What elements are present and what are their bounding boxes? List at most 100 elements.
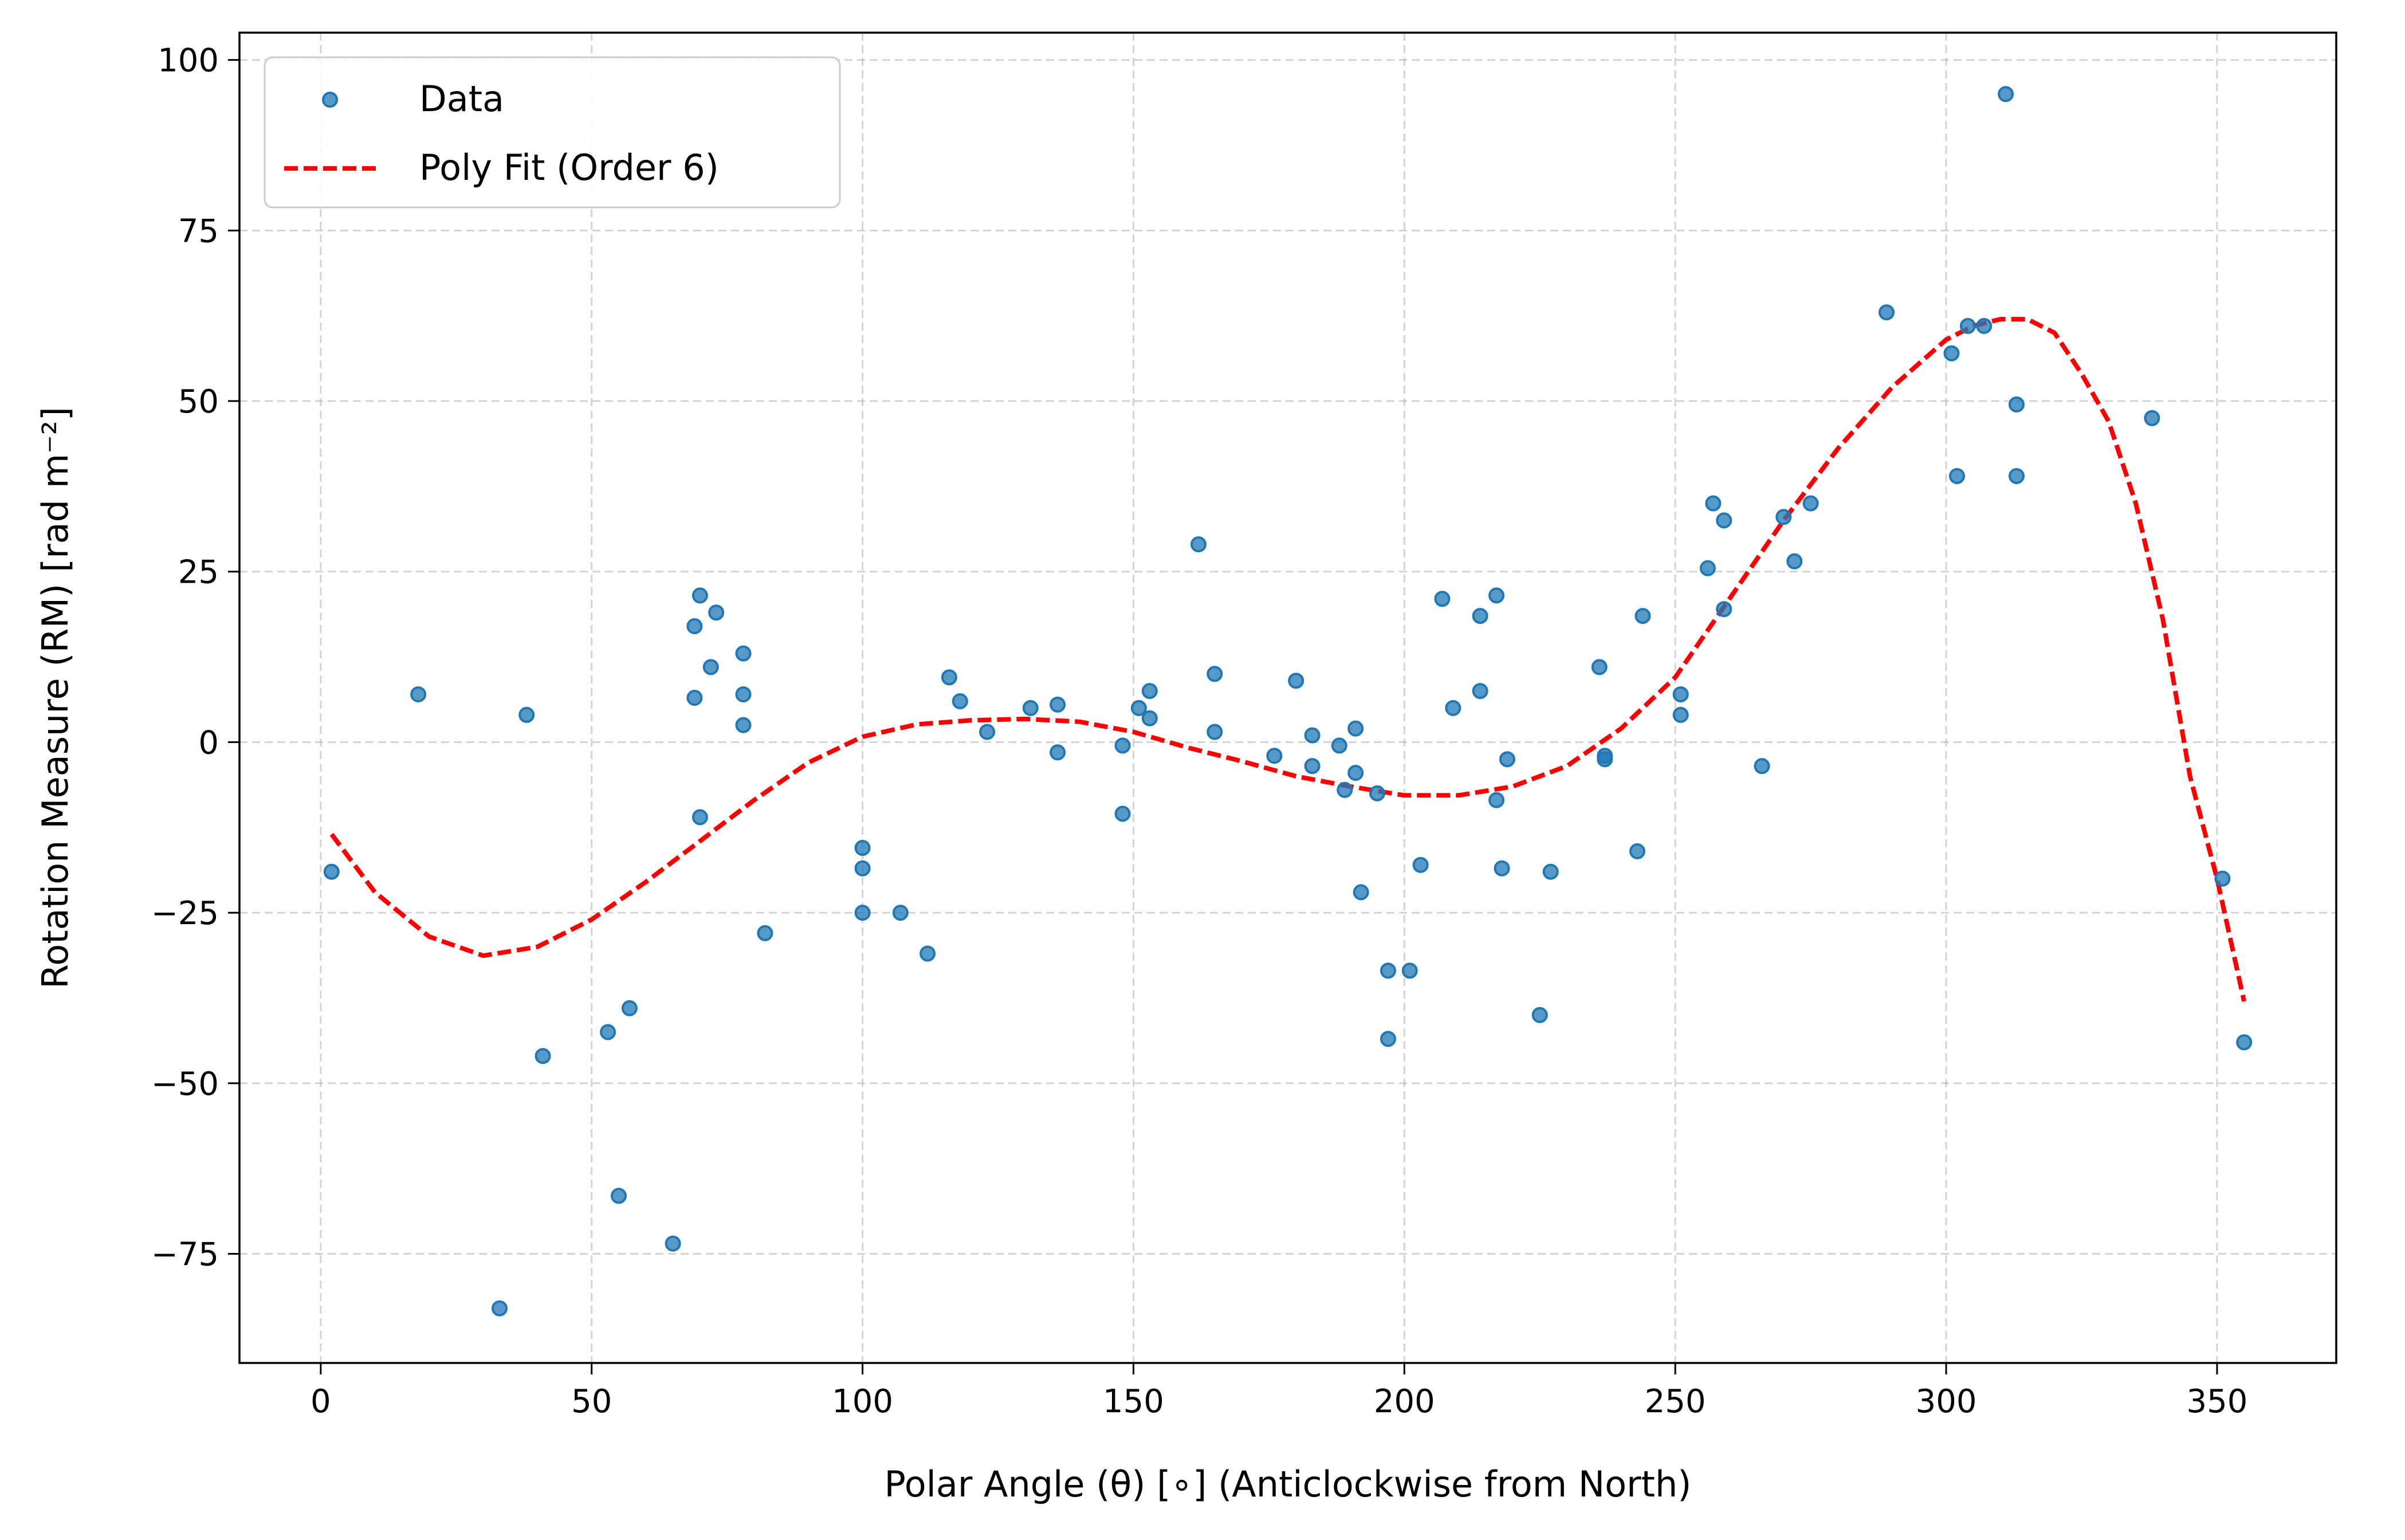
x-tick-label: 350 [2186,1383,2247,1420]
data-point [1331,737,1347,754]
data-point [1591,659,1608,675]
data-point [757,925,773,941]
data-point [1998,86,2014,103]
data-point [1786,553,1803,569]
x-tick-label: 100 [832,1383,893,1420]
data-point [1879,304,1895,321]
data-point [1353,884,1369,901]
data-point [1050,744,1066,761]
fit-line-group [329,317,2247,1002]
data-point [1976,318,1993,334]
y-tick-label: 25 [178,554,219,591]
data-point [1380,1031,1396,1047]
data-point [1347,720,1364,737]
data-point [2144,410,2160,426]
data-point [665,1235,681,1252]
plot-frame [238,32,2337,1364]
data-points [323,86,2253,1317]
data-point [1705,495,1722,512]
data-point [919,945,936,962]
data-point [854,905,871,921]
data-point [2009,396,2025,412]
data-point [952,693,968,709]
data-point [702,659,719,675]
data-point [1775,509,1792,525]
grid [239,33,2336,1363]
y-tick-label: 100 [158,42,219,80]
data-point [686,690,703,706]
data-point [691,587,708,604]
legend-fit-label: Poly Fit (Order 6) [419,147,719,188]
data-point [1141,710,1158,726]
data-point [1499,751,1515,768]
data-point [892,905,909,921]
data-point [518,706,535,723]
data-point [1266,748,1283,764]
data-point [735,717,752,733]
legend-box [264,56,841,209]
data-point [1542,863,1559,880]
y-tick-label: 0 [198,724,219,761]
x-tick-label: 250 [1645,1383,1706,1420]
data-point [1380,962,1396,979]
data-point [535,1048,551,1064]
data-point [1488,792,1505,808]
data-point [1114,806,1131,822]
poly-fit-line [329,317,2247,1002]
data-point [708,604,725,621]
x-tick-label: 300 [1916,1383,1977,1420]
data-point [686,618,703,634]
data-point [1288,673,1304,689]
data-point [1401,962,1418,979]
data-point [1699,560,1716,576]
data-point [1597,751,1613,768]
data-point [410,686,427,702]
data-point [1445,700,1461,716]
data-point [492,1300,508,1317]
data-point [1434,591,1451,607]
data-point [854,840,871,856]
y-tick-label: 75 [178,213,219,250]
data-point [1943,345,1960,362]
data-point [1949,468,1965,484]
data-point [941,669,957,686]
data-point [979,724,996,740]
data-point [1347,765,1364,781]
data-point [611,1188,627,1204]
data-point [1369,785,1385,802]
data-point [1050,696,1066,713]
data-point [2214,870,2231,887]
y-tick-label: −75 [151,1236,219,1273]
data-point [1959,318,1976,334]
data-point [1672,686,1689,702]
data-point [1207,666,1223,682]
axis-ticks: 0 50 100 150 200 250 300 350 −75 −50 −25 0 25 50 75 100 [151,42,2248,1420]
y-axis-label: Rotation Measure (RM) [rad m⁻²] [34,407,76,989]
data-point [323,863,340,880]
legend-data-label: Data [419,78,504,120]
data-point [1304,727,1321,744]
data-point [621,1000,638,1016]
data-point [1207,724,1223,740]
data-point [1304,758,1321,775]
y-tick-label: −50 [151,1066,219,1103]
data-point [1022,700,1039,716]
data-point [2009,468,2025,484]
data-point [1802,495,1819,512]
data-point [735,686,752,702]
data-point [1754,758,1770,775]
data-point [1337,781,1353,798]
data-point [1494,860,1510,877]
x-tick-label: 150 [1103,1383,1164,1420]
data-point [1629,843,1645,859]
legend-data-marker [322,92,338,108]
data-point [600,1024,616,1040]
data-point [1634,608,1651,624]
data-point [854,860,871,877]
legend: Data Poly Fit (Order 6) [264,56,841,209]
data-point [735,645,752,662]
data-point [1141,683,1158,700]
data-point [1190,536,1207,553]
x-tick-label: 200 [1374,1383,1435,1420]
